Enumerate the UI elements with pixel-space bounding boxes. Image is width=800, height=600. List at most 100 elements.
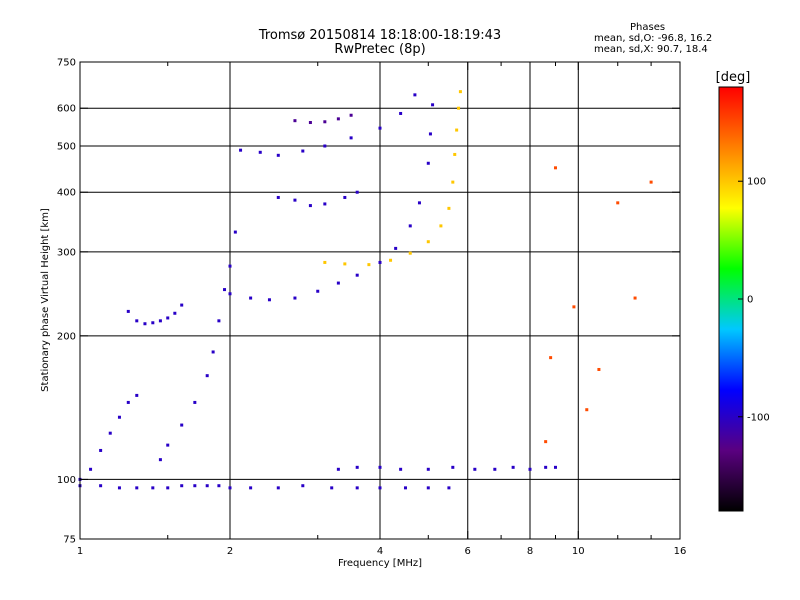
colorbar-tick-label: 0 [747,295,753,306]
data-point-second-hop-trace [378,126,382,130]
data-point-f2-layer-o-mode-trace [378,260,382,264]
grid [80,62,680,539]
data-point-sporadic-trace-220-km [166,316,170,320]
data-point-second-hop-trace [276,153,280,157]
x-axis-label: Frequency [MHz] [338,558,422,569]
colorbar-unit: [deg] [716,70,751,85]
data-point-e-layer-o-mode-echoes [180,484,184,488]
data-point-second-hop-trace [349,136,353,140]
data-point-second-hop-trace [413,93,417,97]
x-tick-label: 16 [674,546,687,557]
y-tick-label: 100 [57,475,76,486]
data-point-e-layer-o-mode-echoes [166,486,170,490]
data-point-e-layer-o-mode-echoes [355,486,359,490]
data-point-f2-layer-x-mode-trace [458,90,462,94]
data-point-f2-layer-o-mode-trace [293,296,297,300]
data-point-e-layer-echoes-near-105-km [493,467,497,471]
phases-stats-o-mode: mean, sd,O: -96.8, 16.2 [594,33,713,44]
data-point-f2-layer-o-mode-trace [426,161,430,165]
data-point-f2-layer-o-mode-trace [428,132,432,136]
data-point-e-layer-o-mode-echoes [426,486,430,490]
data-point-sparse-trace-near-560-km [349,113,353,117]
y-axis-label: Stationary phase Virtual Height [km] [40,208,51,392]
x-tick-label: 8 [527,546,533,557]
data-point-e-layer-o-mode-echoes [403,486,407,490]
data-point-high-frequency-noise [549,356,553,360]
data-point-f2-layer-x-mode-trace [439,224,443,228]
data-point-sporadic-trace-220-km [126,309,130,313]
data-point-f2-layer-o-mode-trace [394,246,398,250]
chart-subtitle: RwPretec (8p) [334,42,426,57]
data-point-sparse-trace-near-560-km [293,119,297,123]
data-point-f1-layer-o-mode-trace [193,400,197,404]
data-point-f1-layer-o-mode-trace [233,230,237,234]
data-point-f2-layer-x-mode-trace [457,106,461,110]
data-point-f2-layer-x-mode-trace [426,240,430,244]
data-point-e-layer-o-mode-echoes [378,486,382,490]
data-point-f2-layer-x-mode-trace [453,152,457,156]
data-point-high-frequency-noise [597,367,601,371]
y-tick-label: 200 [57,331,76,342]
chart-title: Tromsø 20150814 18:18:00-18:19:43 [258,28,502,43]
data-point-f2-layer-x-mode-trace [343,262,347,266]
data-point-second-hop-trace [258,150,262,154]
data-point-sparse-trace-near-380-km [293,198,297,202]
y-tick-label: 75 [63,535,76,546]
data-point-sporadic-trace-220-km [173,311,177,315]
data-point-low-frequency-echoes [117,415,121,419]
y-tick-label: 500 [57,141,76,152]
data-point-f1-layer-o-mode-trace [211,350,215,354]
data-point-high-frequency-noise [544,440,548,444]
data-point-low-frequency-echoes [126,400,130,404]
x-tick-label: 2 [227,546,233,557]
data-point-sporadic-trace-220-km [143,322,147,326]
data-point-second-hop-trace [399,111,403,115]
data-point-sparse-trace-near-380-km [343,195,347,199]
data-point-f2-layer-o-mode-trace [417,201,421,205]
data-point-high-frequency-noise [649,180,653,184]
phases-stats-title: Phases [630,22,666,33]
data-point-f2-layer-o-mode-trace [408,224,412,228]
data-point-e-layer-o-mode-echoes [193,484,197,488]
colorbar-tick-label: -100 [747,412,770,423]
axes: 1 2 4 6 8 10 16 75 100 200 300 400 500 600 750 [57,58,686,558]
data-point-low-frequency-echoes [108,431,112,435]
data-point-sporadic-trace-220-km [151,321,155,325]
data-point-f2-layer-x-mode-trace [408,251,412,255]
data-point-e-layer-echoes-near-105-km [426,467,430,471]
data-point-f2-layer-x-mode-trace [367,263,371,267]
data-point-e-layer-o-mode-echoes [228,486,232,490]
data-point-sparse-trace-near-560-km [336,117,340,121]
data-point-second-hop-trace [239,148,243,152]
x-tick-label: 6 [465,546,471,557]
data-point-e-layer-o-mode-echoes [301,484,305,488]
data-point-f2-layer-o-mode-trace [228,292,232,296]
data-point-e-layer-o-mode-echoes [205,484,209,488]
data-point-f2-layer-o-mode-trace [267,298,271,302]
data-point-e-layer-echoes-near-105-km [528,467,532,471]
data-point-low-frequency-echoes [89,467,93,471]
data-point-f2-layer-o-mode-trace [431,103,435,107]
data-point-e-layer-echoes-near-105-km [378,465,382,469]
data-point-e-layer-o-mode-echoes [249,486,253,490]
x-tick-label: 1 [77,546,83,557]
data-point-high-frequency-noise [633,296,637,300]
data-point-f2-layer-o-mode-trace [355,273,359,277]
data-point-second-hop-trace [301,149,305,153]
data-point-low-frequency-echoes [135,393,139,397]
y-tick-label: 600 [57,104,76,115]
y-tick-label: 750 [57,58,76,69]
data-point-high-frequency-noise [553,166,557,170]
data-point-sparse-trace-near-380-km [276,195,280,199]
x-tick-label: 4 [377,546,383,557]
data-point-e-layer-echoes-near-105-km [553,465,557,469]
data-point-sporadic-trace-220-km [135,319,139,323]
data-point-f1-layer-o-mode-trace [228,264,232,268]
data-point-e-layer-echoes-near-105-km [511,465,515,469]
data-point-second-hop-trace [323,144,327,148]
data-point-f1-layer-o-mode-trace [158,458,162,462]
data-point-e-layer-o-mode-echoes [276,486,280,490]
data-point-sparse-trace-near-560-km [323,120,327,124]
data-point-f2-layer-o-mode-trace [336,281,340,285]
